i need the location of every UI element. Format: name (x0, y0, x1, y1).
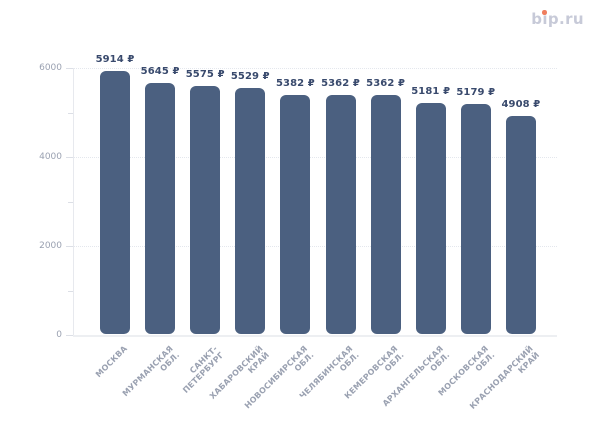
y-axis-tick-label: 0 (56, 329, 62, 340)
y-axis-major-tick (66, 157, 73, 158)
x-axis-line (73, 335, 557, 337)
bar[interactable] (280, 95, 311, 334)
bar[interactable] (415, 103, 446, 334)
y-axis-major-tick (66, 335, 73, 336)
y-axis-minor-tick (68, 201, 73, 203)
y-gridline (74, 157, 557, 158)
y-gridline (74, 246, 557, 247)
bar[interactable] (190, 86, 221, 334)
y-axis-minor-tick (68, 290, 73, 292)
bar[interactable] (100, 71, 130, 334)
bar-value-label: 5362 ₽ (366, 78, 406, 89)
y-axis-tick-label: 4000 (39, 151, 62, 162)
bar-value-label: 5645 ₽ (140, 66, 180, 77)
bar-value-label: 5529 ₽ (230, 71, 270, 82)
bar[interactable] (370, 95, 401, 334)
bar[interactable] (235, 88, 266, 334)
y-axis-major-tick (66, 68, 73, 69)
logo-text: bip.ru (531, 10, 584, 28)
y-axis-minor-tick (68, 112, 73, 114)
bar[interactable] (145, 83, 176, 334)
y-axis-tick-label: 2000 (39, 240, 62, 251)
y-axis-tick-label: 6000 (39, 62, 62, 73)
y-axis-line (73, 68, 74, 337)
logo-i-dot (542, 10, 547, 15)
bar-value-label: 5362 ₽ (321, 78, 360, 89)
x-axis-category-label: МОСКВА (94, 344, 130, 380)
bar-value-label: 5181 ₽ (411, 86, 451, 97)
y-gridline (74, 68, 557, 69)
bar[interactable] (325, 95, 356, 334)
bar[interactable] (460, 104, 491, 334)
logo-bip-ru[interactable]: bip.ru (531, 9, 584, 29)
bar-value-label: 5382 ₽ (275, 78, 315, 89)
bar[interactable] (505, 116, 536, 334)
bar-value-label: 4908 ₽ (501, 99, 541, 110)
x-axis-category-label: МУРМАНСКАЯ ОБЛ. (120, 344, 181, 399)
bar-value-label: 5914 ₽ (95, 54, 135, 65)
bar-value-label: 5575 ₽ (185, 69, 225, 80)
bar-value-label: 5179 ₽ (456, 87, 496, 98)
y-axis-major-tick (66, 246, 73, 247)
